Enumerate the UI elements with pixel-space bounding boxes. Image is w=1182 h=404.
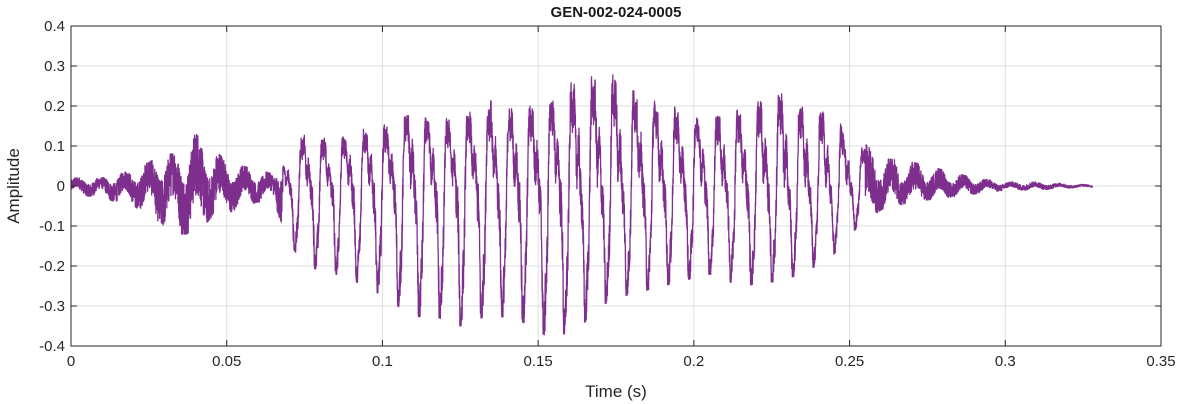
x-tick-label: 0.2 [683,353,704,370]
y-tick-label: 0.2 [44,98,65,115]
plot-area: 0 0.05 0.1 0.15 0.2 0.25 0.3 0.35 -0.4-0.3-0.2-… [39,18,1175,370]
y-tick-label: 0 [57,178,65,195]
x-tick-label: 0.35 [1146,353,1175,370]
y-tick-label: -0.2 [39,258,65,275]
x-tick-label: 0 [67,353,75,370]
y-ticks: -0.4 -0.3 -0.2 -0.1 0 0.1 0.2 0.3 0.4 [39,18,1161,355]
x-tick-label: 0.15 [524,353,553,370]
waveform-line [70,74,1094,336]
y-tick-label: 0.3 [44,58,65,75]
y-tick-label: 0.1 [44,138,65,155]
waveform-series [70,74,1094,336]
x-ticks: 0 0.05 0.1 0.15 0.2 0.25 0.3 0.35 [67,26,1176,370]
chart-title: GEN-002-024-0005 [551,4,682,21]
x-axis-label: Time (s) [585,382,647,401]
x-tick-label: 0.1 [372,353,393,370]
y-tick-label: -0.1 [39,218,65,235]
y-axis-label: Amplitude [4,148,23,224]
x-tick-label: 0.25 [835,353,864,370]
y-tick-label: -0.3 [39,298,65,315]
x-tick-label: 0.3 [995,353,1016,370]
x-tick-label: 0.05 [212,353,241,370]
y-tick-label: 0.4 [44,18,65,35]
y-tick-label: -0.4 [39,338,65,355]
